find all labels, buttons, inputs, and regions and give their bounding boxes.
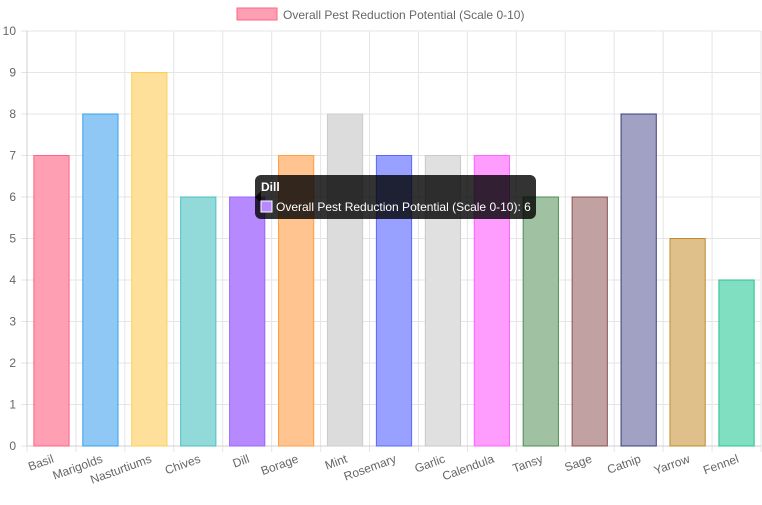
x-tick-label: Sage bbox=[563, 452, 594, 475]
x-tick-label: Tansy bbox=[511, 452, 545, 476]
y-tick-label: 5 bbox=[9, 232, 16, 246]
legend-label[interactable]: Overall Pest Reduction Potential (Scale … bbox=[283, 8, 524, 22]
y-tick-label: 4 bbox=[9, 273, 16, 287]
x-tick-label: Fennel bbox=[701, 452, 740, 478]
y-tick-label: 1 bbox=[9, 398, 16, 412]
legend-swatch[interactable] bbox=[236, 7, 278, 21]
x-tick-label: Chives bbox=[163, 452, 202, 478]
bar-fennel[interactable] bbox=[718, 279, 755, 447]
y-tick-label: 8 bbox=[9, 107, 16, 121]
bar-nasturtiums[interactable] bbox=[131, 72, 168, 447]
bar-dill[interactable] bbox=[229, 196, 266, 447]
x-tick-label: Catnip bbox=[605, 452, 643, 477]
y-tick-label: 6 bbox=[9, 190, 16, 204]
x-tick-label: Dill bbox=[231, 452, 251, 471]
y-tick-label: 9 bbox=[9, 66, 16, 80]
bars bbox=[33, 72, 755, 447]
y-tick-label: 7 bbox=[9, 149, 16, 163]
bar-chives[interactable] bbox=[180, 196, 217, 447]
bar-basil[interactable] bbox=[33, 155, 70, 447]
tooltip-swatch bbox=[260, 200, 273, 213]
y-tick-label: 3 bbox=[9, 315, 16, 329]
tooltip-title: Dill bbox=[261, 180, 280, 194]
y-tick-label: 2 bbox=[9, 356, 16, 370]
x-tick-label: Rosemary bbox=[342, 452, 398, 484]
bar-catnip[interactable] bbox=[620, 113, 657, 447]
x-tick-label: Yarrow bbox=[652, 452, 692, 478]
bar-mint[interactable] bbox=[326, 113, 364, 447]
legend[interactable]: Overall Pest Reduction Potential (Scale … bbox=[236, 7, 524, 22]
y-axis-ticks: 0 1 2 3 4 5 6 7 8 9 10 bbox=[3, 24, 17, 453]
y-tick-label: 10 bbox=[3, 24, 17, 38]
x-tick-label: Calendula bbox=[440, 452, 496, 484]
bar-marigolds[interactable] bbox=[82, 113, 119, 447]
tooltip-label: Overall Pest Reduction Potential (Scale … bbox=[276, 200, 531, 214]
tooltip: Dill Overall Pest Reduction Potential (S… bbox=[255, 175, 536, 219]
bar-tansy[interactable] bbox=[522, 196, 559, 447]
y-tick-label: 0 bbox=[9, 439, 16, 453]
tooltip-box bbox=[255, 175, 536, 219]
bar-yarrow[interactable] bbox=[669, 238, 706, 447]
bar-sage[interactable] bbox=[571, 196, 608, 447]
x-tick-label: Borage bbox=[259, 452, 300, 479]
